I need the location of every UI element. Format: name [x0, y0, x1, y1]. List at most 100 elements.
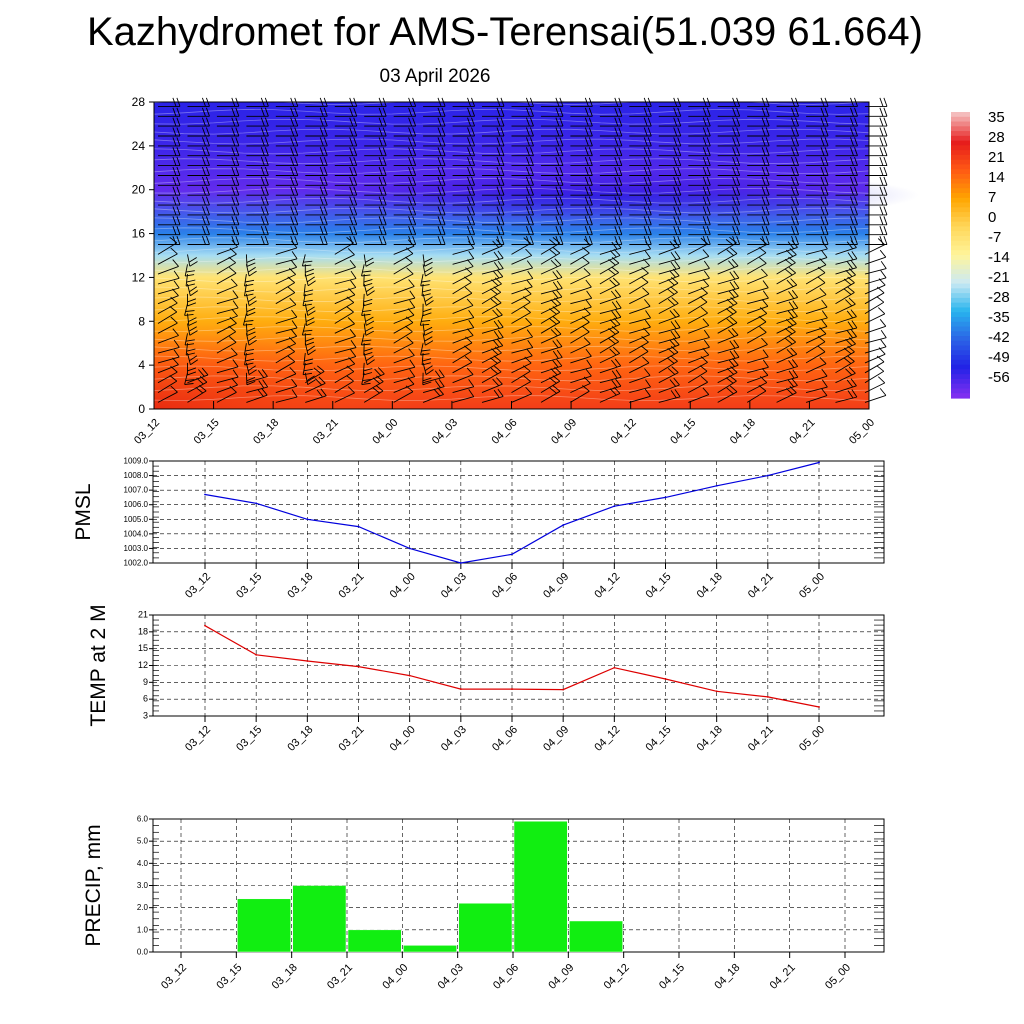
wind-barb	[482, 166, 505, 176]
wind-barb	[158, 137, 181, 147]
wind-barb	[717, 206, 741, 216]
wind-barb	[835, 137, 858, 147]
wind-barb	[776, 369, 799, 384]
temp-point	[408, 674, 411, 677]
temp-point	[818, 706, 820, 708]
wind-barb	[275, 378, 298, 394]
x-tick-label: 05_00	[823, 962, 853, 992]
wind-barb	[244, 274, 255, 287]
x-tick-label: 04_00	[380, 962, 410, 992]
wind-barb	[246, 206, 269, 216]
wind-barb	[570, 235, 593, 245]
wind-barb	[776, 278, 798, 295]
wind-barb	[334, 206, 358, 216]
wind-barb	[393, 359, 416, 374]
wind-barb	[835, 329, 857, 344]
y-tick-label: 1006.0	[124, 500, 149, 509]
wind-barb	[305, 117, 328, 127]
wind-barb	[599, 166, 623, 176]
x-tick-label: 03_12	[183, 724, 213, 754]
wind-barb	[658, 329, 681, 344]
wind-barb	[541, 206, 564, 216]
wind-barb	[570, 127, 593, 137]
wind-barb	[629, 276, 649, 295]
wind-barb	[305, 226, 328, 236]
wind-barb	[717, 358, 739, 374]
wind-barb	[423, 176, 446, 186]
wind-barb	[275, 147, 299, 157]
wind-barb	[246, 117, 269, 127]
x-tick-label: 05_00	[797, 724, 827, 754]
wind-barb	[305, 196, 328, 206]
wind-barb	[364, 196, 387, 206]
x-tick-label: 04_18	[712, 962, 742, 992]
colorbar-swatch	[951, 359, 970, 366]
wind-barb	[717, 196, 741, 206]
isotherm-line	[153, 227, 870, 234]
wind-barb	[275, 329, 298, 344]
wind-barb	[216, 216, 240, 226]
wind-barb	[452, 206, 476, 216]
wind-barb	[216, 336, 237, 354]
wind-barb	[481, 338, 504, 354]
wind-barb	[216, 359, 239, 374]
wind-barb	[717, 216, 741, 226]
wind-barb	[747, 337, 768, 354]
y-tick-label: 16	[132, 227, 146, 241]
wind-barb	[187, 367, 209, 384]
wind-barb	[570, 206, 593, 216]
wind-barb	[187, 313, 197, 326]
x-tick-label: 03_12	[183, 571, 213, 601]
precip-panel: 0.0 1.0 2.0 3.0 4.0 5.0 6.0 03_12 03_15 03_18 03_2…	[82, 815, 885, 992]
colorbar-label: -35	[988, 309, 1010, 326]
wind-barb	[275, 127, 299, 137]
wind-barb	[776, 378, 798, 394]
wind-barb	[364, 156, 387, 167]
colorbar-swatch	[951, 297, 970, 304]
wind-barb	[570, 226, 593, 236]
wind-barb	[245, 372, 256, 386]
wind-barb	[305, 107, 328, 117]
colorbar-swatch	[951, 274, 970, 280]
wind-barb	[305, 127, 328, 137]
wind-barb	[187, 166, 210, 176]
wind-barb	[482, 206, 505, 216]
wind-barb	[776, 266, 796, 285]
wind-barb	[805, 319, 828, 334]
wind-barb	[511, 386, 533, 403]
wind-barb	[629, 216, 652, 226]
wind-barb	[864, 388, 887, 403]
wind-barb	[393, 336, 414, 354]
wind-barb	[393, 127, 417, 137]
wind-barb	[688, 306, 708, 324]
wind-barb	[452, 250, 475, 265]
wind-barb	[301, 323, 313, 336]
wind-barb	[747, 349, 769, 364]
wind-barb	[658, 127, 682, 137]
wind-barb	[216, 156, 240, 167]
chart-subtitle: 03 April 2026	[379, 66, 491, 87]
y-tick-label: 6	[143, 694, 148, 704]
y-tick-label: 20	[132, 183, 146, 197]
wind-barb	[363, 313, 375, 326]
wind-barb	[216, 137, 240, 147]
panel-frame	[152, 460, 885, 564]
colorbar-swatch	[951, 154, 970, 161]
x-tick-label: 03_18	[285, 724, 315, 754]
wind-barb	[805, 356, 827, 374]
wind-barb	[747, 268, 768, 285]
wind-barb	[717, 280, 740, 295]
wind-barb	[658, 355, 678, 374]
wind-barb	[511, 137, 534, 147]
wind-barb	[688, 176, 711, 186]
wind-barb	[747, 235, 770, 245]
wind-barb	[806, 107, 829, 117]
wind-barb	[216, 235, 240, 245]
wind-barb	[511, 339, 534, 354]
colorbar-swatch	[951, 302, 970, 309]
wind-barb	[423, 196, 446, 206]
wind-barb	[599, 147, 623, 157]
colorbar-swatch	[951, 331, 970, 337]
wind-barb	[423, 166, 446, 176]
y-tick-label: 0	[138, 402, 145, 416]
